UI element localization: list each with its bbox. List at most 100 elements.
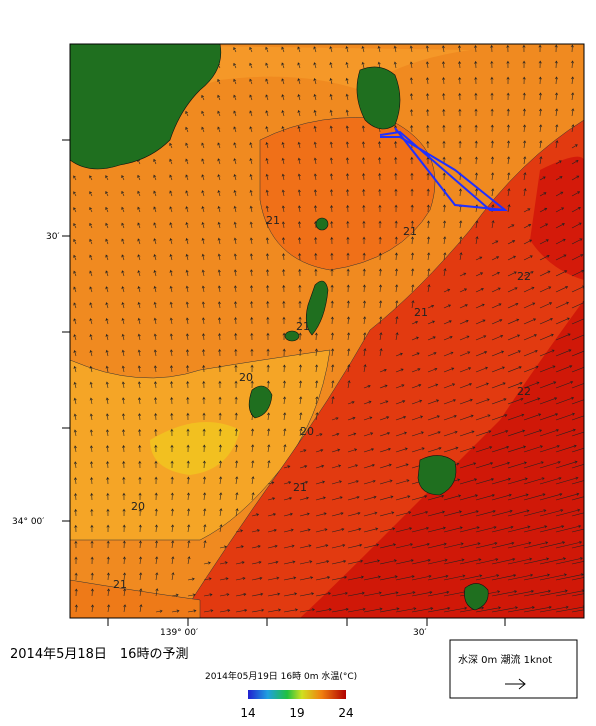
arrow bbox=[282, 284, 286, 293]
arrow bbox=[347, 575, 364, 581]
arrow bbox=[217, 94, 221, 101]
arrow bbox=[299, 480, 309, 485]
arrow bbox=[186, 412, 190, 421]
arrow bbox=[138, 524, 142, 533]
arrow bbox=[299, 380, 303, 389]
arrow bbox=[233, 269, 237, 277]
arrow bbox=[187, 540, 191, 549]
arrow bbox=[235, 608, 248, 613]
arrow bbox=[475, 493, 495, 501]
arrow bbox=[410, 124, 414, 133]
arrow bbox=[283, 496, 293, 501]
arrow bbox=[185, 301, 189, 309]
arrow bbox=[362, 188, 366, 197]
arrow bbox=[185, 158, 189, 165]
arrow bbox=[411, 526, 430, 533]
arrow bbox=[427, 236, 431, 245]
arrow bbox=[523, 156, 527, 165]
arrow bbox=[345, 77, 349, 85]
arrow bbox=[331, 575, 348, 581]
arrow bbox=[555, 573, 584, 581]
arrow bbox=[523, 172, 527, 181]
arrow bbox=[169, 253, 173, 261]
arrow bbox=[265, 78, 269, 85]
arrow bbox=[202, 476, 207, 485]
arrow bbox=[347, 559, 364, 565]
arrow bbox=[233, 205, 237, 213]
arrow bbox=[523, 208, 531, 213]
arrow bbox=[281, 157, 285, 165]
arrow bbox=[427, 284, 431, 293]
arrow bbox=[202, 412, 206, 421]
arrow bbox=[507, 240, 516, 245]
arrow bbox=[427, 526, 446, 533]
arrow bbox=[265, 173, 269, 181]
arrow bbox=[475, 272, 484, 277]
arrow bbox=[121, 301, 125, 309]
arrow bbox=[506, 108, 510, 117]
arrow bbox=[169, 190, 173, 197]
arrow bbox=[443, 304, 452, 309]
arrow bbox=[89, 222, 93, 229]
arrow bbox=[427, 367, 438, 373]
arrow bbox=[297, 62, 301, 69]
arrow bbox=[299, 396, 303, 405]
arrow bbox=[507, 381, 523, 389]
arrow bbox=[153, 174, 157, 181]
arrow bbox=[250, 380, 254, 389]
arrow bbox=[331, 417, 339, 421]
arrow bbox=[443, 351, 454, 357]
arrow bbox=[121, 381, 125, 389]
arrow bbox=[202, 364, 206, 373]
arrow bbox=[507, 445, 527, 453]
arrow bbox=[90, 604, 95, 613]
arrow bbox=[201, 190, 205, 197]
arrow bbox=[73, 318, 77, 325]
arrow bbox=[266, 364, 270, 373]
colorbar-tick-label: 24 bbox=[338, 706, 353, 720]
arrow bbox=[443, 606, 468, 613]
arrow bbox=[427, 415, 440, 421]
arrow bbox=[153, 269, 157, 277]
arrow bbox=[123, 604, 127, 613]
arrow bbox=[571, 350, 584, 357]
arrow bbox=[250, 316, 254, 325]
arrow bbox=[555, 108, 559, 117]
arrow bbox=[233, 78, 237, 85]
arrow bbox=[122, 556, 126, 565]
arrow bbox=[265, 221, 269, 229]
arrow bbox=[555, 412, 575, 421]
island bbox=[315, 217, 329, 231]
arrow bbox=[554, 60, 558, 69]
arrow bbox=[218, 396, 222, 405]
arrow bbox=[475, 236, 479, 245]
arrow bbox=[491, 429, 509, 437]
arrow bbox=[362, 173, 366, 181]
arrow bbox=[155, 588, 159, 597]
arrow bbox=[490, 124, 494, 133]
arrow bbox=[379, 348, 383, 357]
arrow bbox=[154, 412, 158, 421]
arrow bbox=[201, 269, 205, 277]
arrow bbox=[522, 60, 526, 69]
arrow bbox=[90, 556, 94, 565]
arrow bbox=[491, 557, 516, 565]
arrow bbox=[459, 430, 475, 437]
arrow bbox=[154, 460, 158, 469]
arrow bbox=[218, 333, 222, 341]
arrow bbox=[187, 524, 191, 533]
arrow bbox=[250, 332, 254, 341]
arrow bbox=[474, 140, 478, 149]
arrow bbox=[315, 364, 319, 373]
arrow bbox=[442, 124, 446, 133]
arrow bbox=[154, 428, 158, 437]
arrow bbox=[555, 396, 575, 405]
arrow bbox=[346, 268, 350, 277]
arrow bbox=[169, 317, 173, 325]
arrow bbox=[491, 525, 514, 533]
arrow bbox=[187, 508, 191, 517]
arrow bbox=[426, 124, 430, 133]
arrow bbox=[459, 304, 468, 309]
arrow bbox=[218, 444, 222, 453]
arrow bbox=[347, 607, 366, 613]
